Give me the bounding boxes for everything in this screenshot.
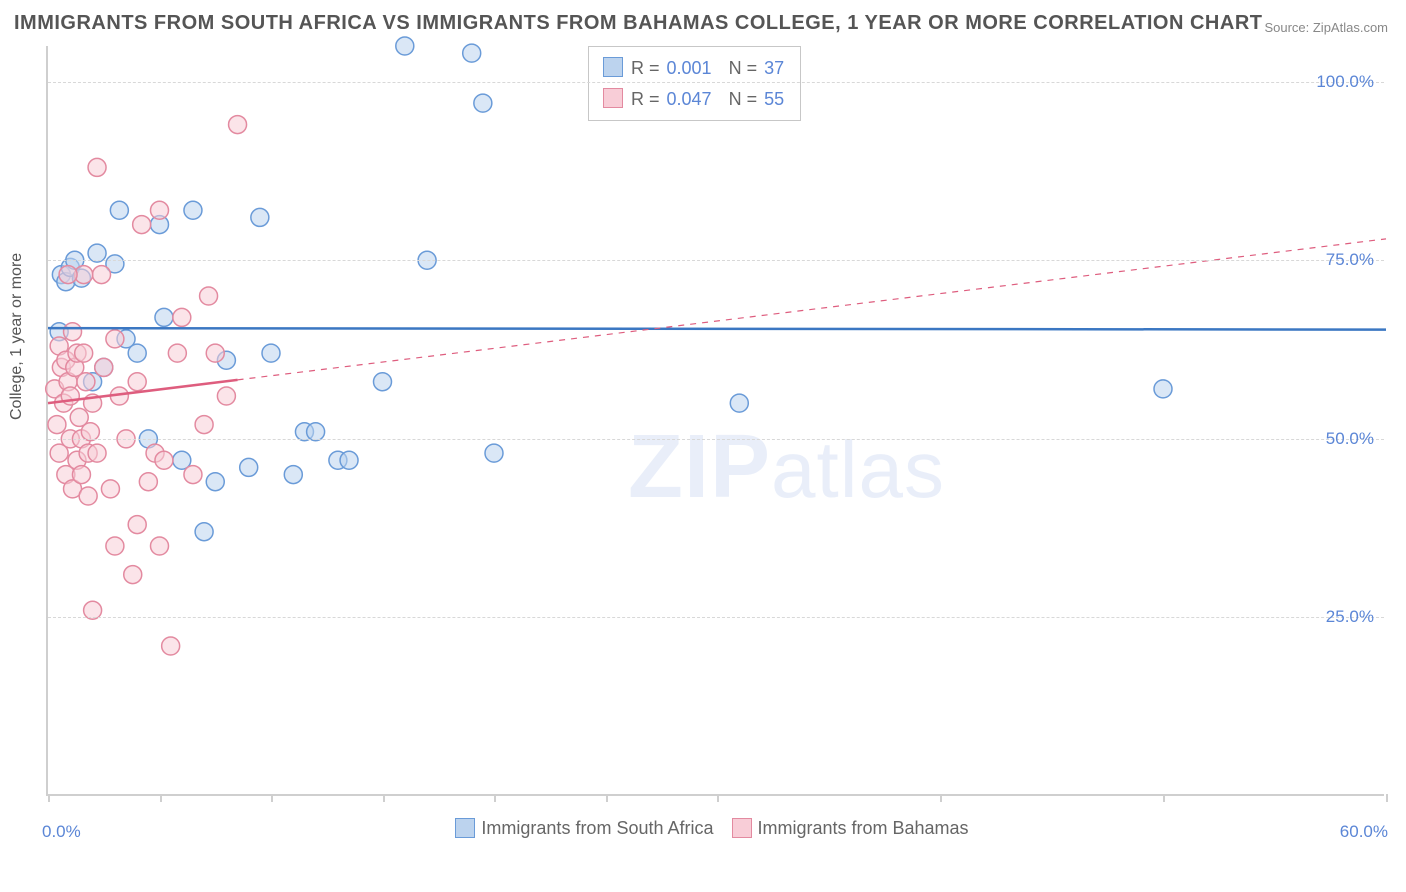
x-tick <box>48 794 50 802</box>
data-point <box>730 394 748 412</box>
y-tick-label: 75.0% <box>1326 250 1374 270</box>
data-point <box>151 201 169 219</box>
data-point <box>162 637 180 655</box>
x-axis-min-label: 0.0% <box>42 822 81 842</box>
data-point <box>106 537 124 555</box>
x-tick <box>494 794 496 802</box>
legend-label: Immigrants from South Africa <box>481 818 713 838</box>
data-point <box>195 523 213 541</box>
gridline-y <box>48 617 1384 618</box>
data-point <box>463 44 481 62</box>
gridline-y <box>48 82 1384 83</box>
data-point <box>77 373 95 391</box>
data-point <box>217 387 235 405</box>
data-point <box>155 451 173 469</box>
x-axis-max-label: 60.0% <box>1340 822 1388 842</box>
data-point <box>206 473 224 491</box>
legend-label: Immigrants from Bahamas <box>758 818 969 838</box>
data-point <box>88 158 106 176</box>
x-tick <box>1386 794 1388 802</box>
data-point <box>200 287 218 305</box>
source-label: Source: ZipAtlas.com <box>1264 20 1388 35</box>
data-point <box>139 473 157 491</box>
y-tick-label: 25.0% <box>1326 607 1374 627</box>
data-point <box>64 323 82 341</box>
data-point <box>229 116 247 134</box>
y-tick-label: 50.0% <box>1326 429 1374 449</box>
data-point <box>88 444 106 462</box>
x-tick <box>383 794 385 802</box>
data-point <box>206 344 224 362</box>
data-point <box>75 344 93 362</box>
data-point <box>110 201 128 219</box>
data-point <box>48 416 66 434</box>
data-point <box>184 466 202 484</box>
legend-swatch <box>455 818 475 838</box>
data-point <box>151 537 169 555</box>
chart-title: IMMIGRANTS FROM SOUTH AFRICA VS IMMIGRAN… <box>14 12 1262 35</box>
x-tick <box>160 794 162 802</box>
data-point <box>340 451 358 469</box>
legend-swatch <box>732 818 752 838</box>
data-point <box>240 458 258 476</box>
data-point <box>128 344 146 362</box>
trend-line-solid <box>48 328 1386 329</box>
data-point <box>155 308 173 326</box>
data-point <box>168 344 186 362</box>
chart-svg <box>48 46 1384 794</box>
y-axis-label: College, 1 year or more <box>8 253 26 420</box>
data-point <box>184 201 202 219</box>
data-point <box>124 566 142 584</box>
x-tick <box>717 794 719 802</box>
gridline-y <box>48 260 1384 261</box>
x-tick <box>606 794 608 802</box>
x-tick <box>1163 794 1165 802</box>
data-point <box>251 208 269 226</box>
data-point <box>133 216 151 234</box>
x-tick <box>940 794 942 802</box>
data-point <box>396 37 414 55</box>
data-point <box>79 487 97 505</box>
data-point <box>93 266 111 284</box>
gridline-y <box>48 439 1384 440</box>
data-point <box>101 480 119 498</box>
data-point <box>128 373 146 391</box>
data-point <box>195 416 213 434</box>
data-point <box>173 308 191 326</box>
data-point <box>374 373 392 391</box>
data-point <box>474 94 492 112</box>
data-point <box>1154 380 1172 398</box>
data-point <box>59 266 77 284</box>
x-tick <box>271 794 273 802</box>
y-tick-label: 100.0% <box>1316 72 1374 92</box>
data-point <box>262 344 280 362</box>
data-point <box>95 358 113 376</box>
data-point <box>284 466 302 484</box>
data-point <box>485 444 503 462</box>
chart-plot-area: ZIPatlas R = 0.001 N = 37R = 0.047 N = 5… <box>46 46 1384 796</box>
data-point <box>72 466 90 484</box>
data-point <box>128 516 146 534</box>
data-point <box>106 330 124 348</box>
legend-series: Immigrants from South Africa Immigrants f… <box>0 818 1406 839</box>
